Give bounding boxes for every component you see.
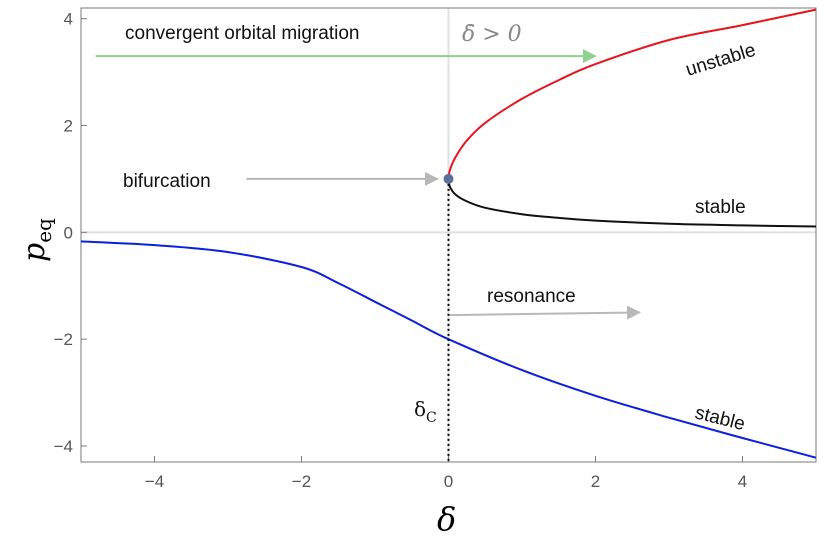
x-tick-label: 0 <box>444 472 453 491</box>
x-tick-label: 4 <box>738 472 747 491</box>
delta-dot-condition: δ̇ > 0 <box>462 22 522 47</box>
y-axis-label: peq <box>17 218 56 262</box>
x-tick-label: 2 <box>591 472 600 491</box>
bifurcation-label: bifurcation <box>123 171 211 192</box>
delta-c-label: δC <box>414 397 437 426</box>
series-upper-unstable-line <box>447 8 817 180</box>
x-tick-label: −4 <box>145 472 164 491</box>
bifurcation-point <box>443 173 454 184</box>
y-tick-label: 4 <box>64 10 73 29</box>
resonance-arrow <box>449 305 641 320</box>
y-ticks: −4 −2 0 2 4 <box>54 10 87 456</box>
x-ticks: −4 −2 0 2 4 <box>145 456 747 491</box>
y-tick-label: 0 <box>64 223 73 242</box>
y-tick-label: 2 <box>64 117 73 136</box>
y-axis-label-main: p <box>17 243 52 262</box>
unstable-label: unstable <box>683 40 758 81</box>
resonance-label: resonance <box>487 286 576 307</box>
stable-upper-label: stable <box>695 197 746 218</box>
series-upper-stable-line <box>447 178 817 228</box>
migration-label: convergent orbital migration <box>125 23 359 44</box>
stable-lower-label: stable <box>693 402 747 435</box>
delta-c-symbol: δ <box>414 397 426 421</box>
y-tick-label: −4 <box>54 437 73 456</box>
x-axis-label: δ <box>437 500 456 538</box>
y-axis-label-sub: eq <box>32 218 56 243</box>
delta-c-sub: C <box>426 410 437 426</box>
x-tick-label: −2 <box>292 472 311 491</box>
series-lower-stable-line <box>80 240 817 459</box>
y-tick-label: −2 <box>54 330 73 349</box>
